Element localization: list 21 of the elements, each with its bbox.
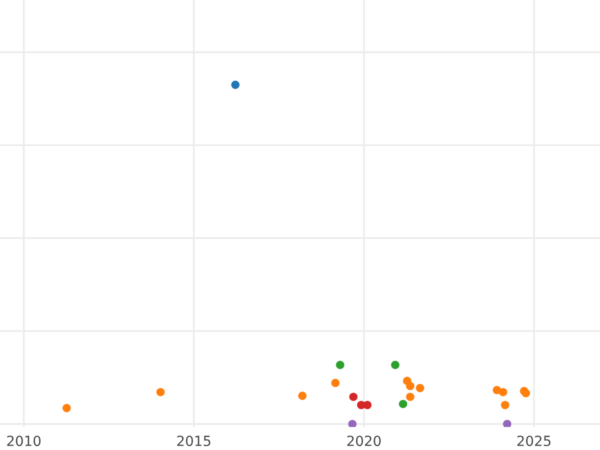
point <box>406 382 414 390</box>
point <box>406 392 414 402</box>
point <box>156 388 165 396</box>
x-tick-label: 2025 <box>517 436 550 446</box>
point <box>298 392 307 400</box>
point <box>62 404 71 412</box>
point <box>502 420 512 428</box>
point <box>398 400 408 408</box>
x-tick-label: 2010 <box>7 436 41 446</box>
point <box>349 392 358 402</box>
point <box>500 400 510 410</box>
point <box>416 384 424 392</box>
point <box>331 378 340 388</box>
x-tick-label: 2015 <box>177 436 210 446</box>
point <box>498 388 508 396</box>
point <box>363 400 372 410</box>
x-tick-label: 2020 <box>347 436 381 446</box>
point <box>231 80 240 89</box>
point <box>336 360 344 370</box>
point <box>348 420 357 428</box>
point <box>391 360 400 370</box>
